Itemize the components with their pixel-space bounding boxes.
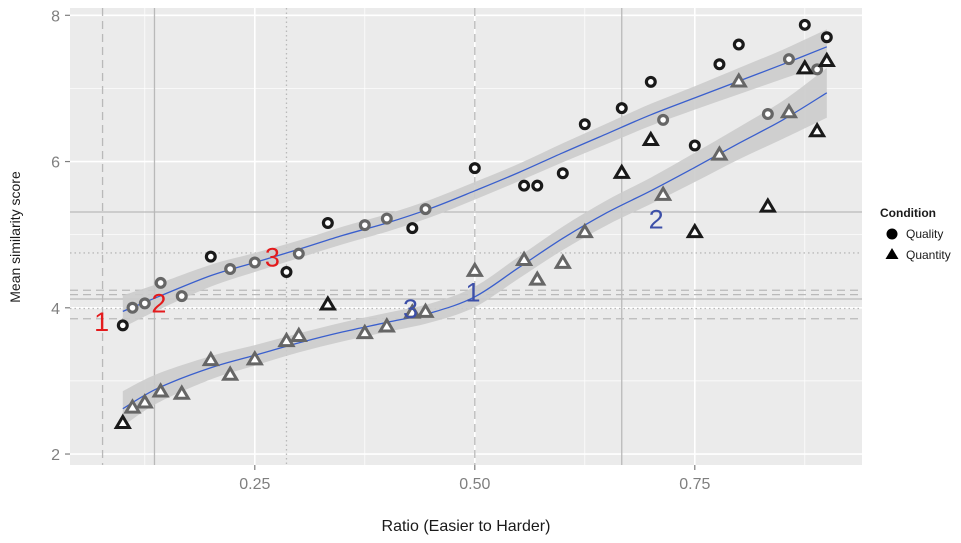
quality-point — [732, 38, 745, 51]
x-axis-title: Ratio (Easier to Harder) — [382, 518, 551, 535]
quality-point — [615, 102, 628, 115]
y-tick-label: 4 — [51, 301, 60, 318]
quality-point — [798, 18, 811, 31]
quantity-point — [113, 413, 132, 430]
legend-key-quantity — [885, 248, 899, 259]
legend-label-quantity: Quantity — [906, 248, 951, 262]
quantity-point — [514, 250, 534, 266]
quantity-point — [641, 130, 660, 147]
y-axis-title: Mean similarity score — [7, 171, 23, 303]
quantity-point — [779, 102, 799, 119]
quality-point — [380, 212, 393, 225]
quantity-point — [416, 302, 435, 318]
quality-point — [657, 113, 670, 126]
quality-point — [280, 265, 293, 278]
x-axis-ticks: 0.25 0.50 0.75 — [239, 465, 710, 493]
quality-point — [116, 319, 129, 332]
quality-point — [224, 263, 237, 276]
quality-point — [556, 167, 569, 180]
quality-point — [292, 247, 305, 260]
quantity-point — [151, 382, 170, 398]
quality-point — [782, 53, 795, 66]
quantity-point — [123, 398, 142, 414]
quality-point — [811, 63, 824, 76]
annotation-label: 3 — [403, 294, 418, 324]
quantity-point — [135, 393, 154, 409]
quality-point — [644, 75, 657, 88]
quantity-point — [377, 317, 396, 333]
quantity-point — [795, 58, 814, 75]
smooth-lines — [122, 46, 828, 410]
quality-point — [321, 216, 334, 229]
quantity-point — [201, 350, 220, 367]
quality-point — [154, 276, 167, 289]
quality-point — [175, 290, 188, 303]
quality-point — [468, 162, 481, 175]
quantity-point — [465, 261, 484, 277]
y-tick-label: 6 — [51, 155, 60, 172]
annotation-label: 1 — [466, 278, 481, 308]
quality-point — [531, 179, 544, 192]
quantity-point — [685, 222, 704, 239]
legend-label-quality: Quality — [906, 227, 943, 241]
quantity-point — [289, 326, 308, 342]
y-axis-ticks: 2 4 6 8 — [51, 8, 70, 464]
quantity-point — [277, 331, 296, 348]
quality-point — [138, 297, 151, 310]
quality-point — [358, 219, 371, 232]
quantity-point — [758, 197, 777, 213]
annotations: 1 2 3 3 1 2 — [94, 205, 663, 337]
quantity-point — [817, 51, 836, 68]
annotation-label: 3 — [265, 243, 280, 273]
y-tick-label: 2 — [51, 447, 60, 464]
x-tick-label: 0.25 — [239, 476, 270, 493]
legend: Condition Quality Quantity — [880, 206, 951, 262]
annotation-label: 2 — [649, 205, 664, 235]
quantity-point — [403, 303, 422, 319]
quality-point — [820, 31, 833, 44]
quantity-point — [245, 349, 264, 366]
quantity-point — [710, 145, 729, 161]
quantity-point — [528, 270, 547, 286]
legend-key-quality — [886, 228, 898, 240]
quantity-point — [612, 163, 631, 179]
quality-point — [419, 203, 432, 216]
x-tick-label: 0.75 — [679, 476, 710, 493]
y-tick-label: 8 — [51, 8, 60, 25]
quality-point — [713, 58, 726, 71]
quantity-point — [221, 365, 240, 381]
quantity-point — [653, 185, 673, 201]
annotation-label: 2 — [151, 289, 166, 319]
smooth-line-quality — [122, 46, 828, 313]
quality-point — [761, 108, 774, 121]
quantity-point — [553, 253, 572, 269]
legend-title: Condition — [880, 206, 936, 220]
quantity-point — [172, 384, 191, 400]
quantity-point — [729, 72, 748, 88]
quality-point — [688, 139, 701, 152]
quality-point — [578, 118, 591, 131]
quantity-point — [575, 222, 594, 239]
quantity-point — [318, 295, 337, 311]
quantity-point — [355, 323, 374, 340]
annotation-label: 1 — [94, 307, 109, 337]
quantity-point — [807, 121, 827, 138]
quality-point — [248, 256, 261, 269]
quality-point — [204, 250, 217, 263]
quality-point — [126, 301, 139, 314]
x-tick-label: 0.50 — [459, 476, 490, 493]
smooth-line-quantity — [122, 92, 828, 410]
quality-point — [406, 222, 419, 235]
quality-point — [518, 179, 531, 192]
data-points — [113, 18, 836, 430]
